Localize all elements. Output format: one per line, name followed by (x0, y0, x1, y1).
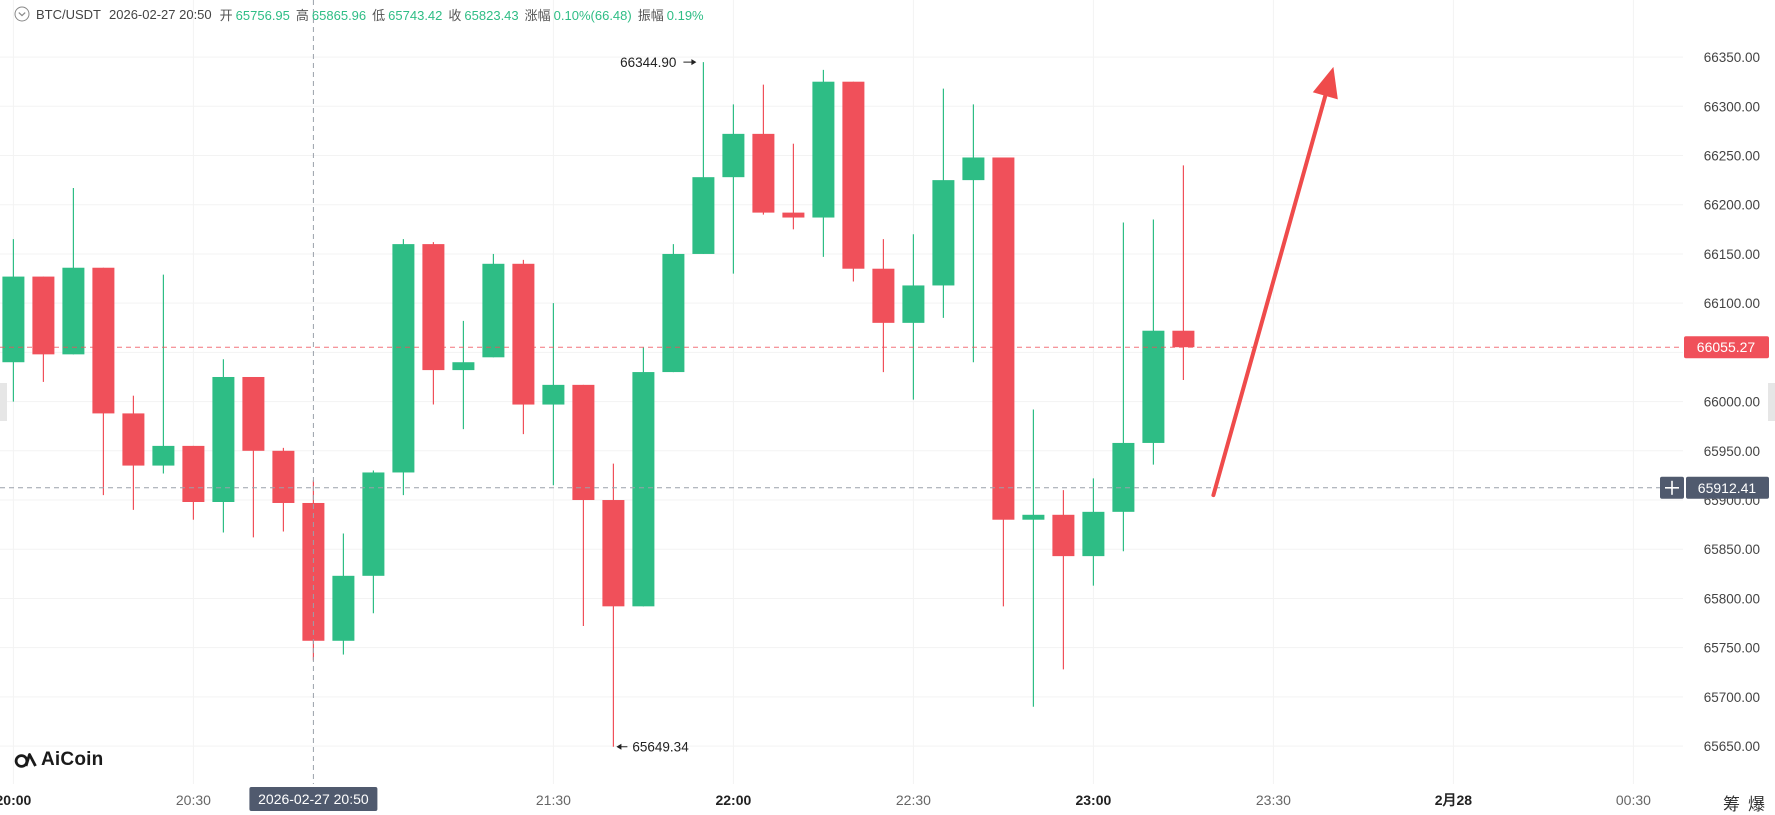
x-axis-tick-label: 23:30 (1256, 792, 1291, 808)
amplitude-value: 0.19% (666, 7, 704, 23)
candle-body[interactable] (812, 81, 835, 218)
change-value: 0.10%(66.48) (553, 7, 632, 23)
trend-arrow-head[interactable] (1312, 66, 1338, 100)
high-price-annotation: 66344.90 (620, 55, 676, 70)
candle-body[interactable] (932, 180, 955, 286)
trend-arrow-line[interactable] (1211, 93, 1328, 498)
candle-body[interactable] (572, 384, 595, 501)
y-axis-tick-label: 66350.00 (1704, 50, 1760, 65)
candle-body[interactable] (2, 276, 25, 363)
candle-body[interactable] (242, 376, 265, 451)
candle-body[interactable] (392, 244, 415, 473)
last-price-tag (1684, 336, 1769, 359)
y-axis-tick-label: 65950.00 (1704, 444, 1760, 459)
candle-body[interactable] (32, 276, 55, 355)
aicoin-logo-text: AiCoin (41, 749, 104, 770)
x-axis-tick-label: 20:30 (176, 792, 211, 808)
y-axis-tick-label: 66100.00 (1704, 296, 1760, 311)
aicoin-logo: AiCoin (14, 749, 103, 771)
candle-body[interactable] (602, 500, 625, 607)
y-axis-tick-label: 65850.00 (1704, 542, 1760, 557)
y-axis-tick-label: 66000.00 (1704, 395, 1760, 410)
candle-body[interactable] (512, 263, 535, 405)
x-axis-tick-label: 21:30 (536, 792, 571, 808)
y-axis-tick-label: 65700.00 (1704, 690, 1760, 705)
candle-body[interactable] (1172, 330, 1195, 348)
candle-body[interactable] (752, 133, 775, 213)
candle-body[interactable] (872, 268, 895, 323)
close-label: 收 (448, 7, 462, 23)
close-value: 65823.43 (464, 7, 519, 23)
candle-body[interactable] (92, 267, 115, 414)
candle-body[interactable] (632, 372, 655, 607)
candle-body[interactable] (212, 376, 235, 502)
last-price-label: 66055.27 (1697, 339, 1756, 355)
candle-body[interactable] (152, 445, 175, 466)
candle-body[interactable] (692, 177, 715, 254)
x-axis-tick-label: 22:00 (715, 792, 751, 808)
candle-datetime: 2026-02-27 20:50 (109, 6, 212, 22)
y-axis-tick-label: 66150.00 (1704, 247, 1760, 262)
candle-body[interactable] (1142, 330, 1165, 443)
candle-body[interactable] (992, 157, 1015, 520)
low-pointer-arrow (616, 743, 622, 750)
candle-body[interactable] (902, 285, 925, 323)
candle-body[interactable] (62, 267, 85, 355)
symbol-pair[interactable]: BTC/USDT (36, 6, 101, 22)
aicoin-logo-icon (14, 753, 37, 768)
candle-body[interactable] (332, 575, 355, 641)
x-axis-tick-label: 23:00 (1075, 792, 1111, 808)
x-axis-tick-label: 2月28 (1435, 792, 1473, 808)
candle-body[interactable] (1022, 514, 1045, 520)
left-scroll-handle[interactable] (0, 383, 7, 421)
crosshair-price-tag (1686, 476, 1769, 499)
ohlc-info-bar: BTC/USDT 2026-02-27 20:50 开 65756.95 高 658… (14, 4, 710, 24)
x-axis-tick-label: 22:30 (896, 792, 931, 808)
y-axis-tick-label: 66250.00 (1704, 149, 1760, 164)
x-axis-tick-label: 20:00 (0, 792, 32, 808)
open-value: 65756.95 (235, 7, 290, 23)
candle-body[interactable] (962, 157, 985, 181)
crosshair-time-tag (249, 787, 378, 811)
candle-body[interactable] (722, 133, 745, 178)
candle-body[interactable] (662, 253, 685, 373)
candle-body[interactable] (362, 472, 385, 576)
low-price-annotation: 65649.34 (632, 740, 689, 755)
right-scroll-handle[interactable] (1768, 383, 1775, 421)
candle-body[interactable] (1052, 514, 1075, 557)
candle-body[interactable] (452, 362, 475, 371)
y-axis-tick-label: 65750.00 (1704, 641, 1760, 656)
candle-body[interactable] (1112, 442, 1135, 512)
candle-body[interactable] (542, 384, 565, 405)
high-label: 高 (295, 7, 309, 23)
low-value: 65743.42 (388, 7, 443, 23)
candle-body[interactable] (182, 445, 205, 502)
high-pointer-arrow (691, 59, 697, 66)
y-axis-tick-label: 66200.00 (1704, 198, 1760, 213)
crosshair-price-label: 65912.41 (1698, 480, 1757, 496)
low-label: 低 (372, 7, 386, 23)
open-label: 开 (219, 7, 233, 23)
candle-body[interactable] (272, 450, 295, 503)
x-axis-tick-label: 00:30 (1616, 792, 1651, 808)
y-axis-tick-label: 66300.00 (1704, 99, 1760, 114)
candle-body[interactable] (122, 413, 145, 466)
candle-body[interactable] (842, 81, 865, 269)
burst-button[interactable]: 爆 (1748, 795, 1765, 814)
candle-body[interactable] (482, 263, 505, 358)
y-axis-tick-label: 65650.00 (1704, 739, 1760, 754)
candle-body[interactable] (782, 212, 805, 218)
y-axis-tick-label: 65800.00 (1704, 591, 1760, 606)
amplitude-label: 振幅 (637, 7, 664, 23)
candle-body[interactable] (422, 244, 445, 371)
change-label: 涨幅 (524, 7, 551, 23)
chevron-down-icon[interactable] (14, 6, 30, 22)
chips-button[interactable]: 筹 (1723, 795, 1740, 814)
crosshair-time-label: 2026-02-27 20:50 (258, 791, 369, 807)
high-value: 65865.96 (311, 7, 367, 23)
candle-body[interactable] (1082, 511, 1105, 557)
